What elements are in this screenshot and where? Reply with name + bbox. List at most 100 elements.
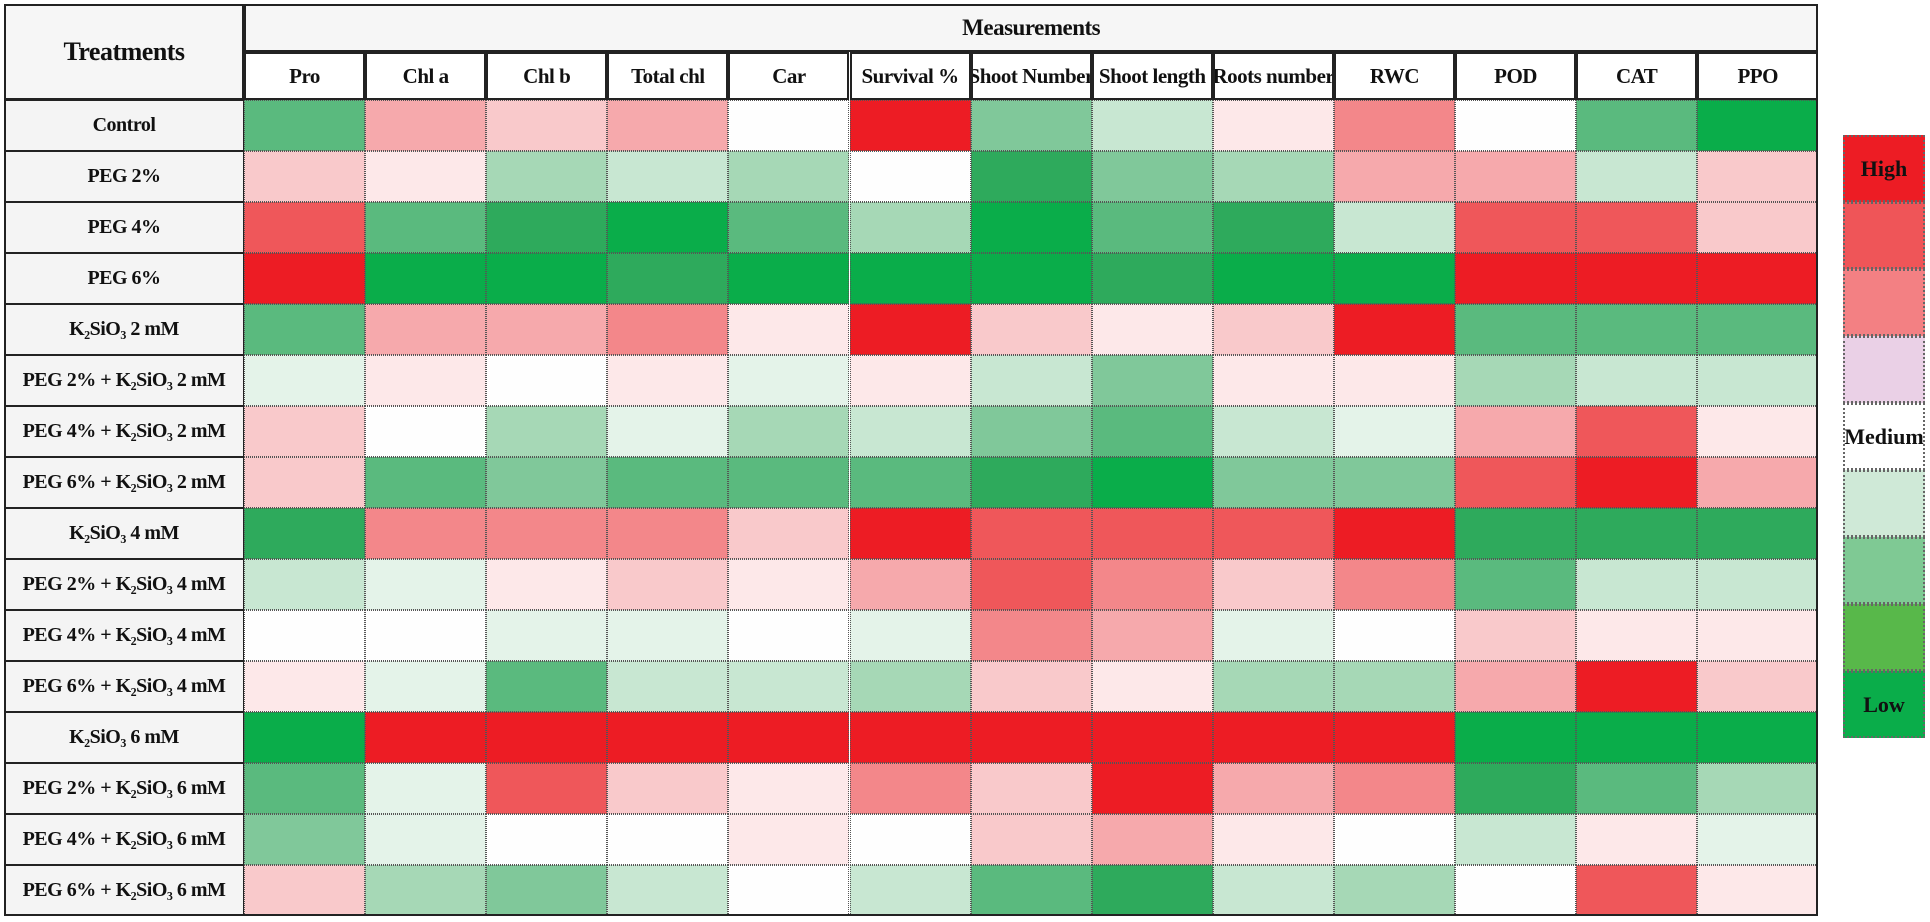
heatmap-cell bbox=[244, 100, 366, 151]
heatmap-cell bbox=[1333, 814, 1455, 865]
heatmap-cell bbox=[728, 610, 850, 661]
heatmap-cell bbox=[1212, 457, 1334, 508]
heatmap-cell bbox=[1697, 151, 1819, 202]
heatmap-cell bbox=[607, 355, 729, 406]
heatmap-cell bbox=[486, 253, 608, 304]
heatmap-cell bbox=[1697, 508, 1819, 559]
heatmap-cell bbox=[970, 202, 1092, 253]
heatmap-cell bbox=[970, 661, 1092, 712]
heatmap-cell bbox=[1212, 355, 1334, 406]
heatmap-cell bbox=[607, 763, 729, 814]
heatmap-cell bbox=[607, 100, 729, 151]
heatmap-cell bbox=[970, 559, 1092, 610]
heatmap-cell bbox=[607, 151, 729, 202]
heatmap-cell bbox=[1212, 712, 1334, 763]
heatmap-cell bbox=[1455, 202, 1577, 253]
group-header: Measurements bbox=[244, 4, 1819, 52]
heatmap-cell bbox=[728, 202, 850, 253]
heatmap-cell bbox=[1212, 304, 1334, 355]
heatmap-cell bbox=[244, 151, 366, 202]
heatmap-cell bbox=[1333, 457, 1455, 508]
heatmap-cell bbox=[1091, 355, 1213, 406]
heatmap-cell bbox=[486, 865, 608, 916]
heatmap-cell bbox=[728, 712, 850, 763]
heatmap-cell bbox=[1091, 865, 1213, 916]
heatmap-cell bbox=[1333, 763, 1455, 814]
heatmap-cell bbox=[1212, 406, 1334, 457]
heatmap-cell bbox=[728, 151, 850, 202]
heatmap-cell bbox=[1455, 304, 1577, 355]
heatmap-cell bbox=[849, 253, 971, 304]
column-header: Car bbox=[728, 52, 850, 100]
heatmap-cell bbox=[1697, 355, 1819, 406]
heatmap-cell bbox=[849, 355, 971, 406]
heatmap-cell bbox=[365, 610, 487, 661]
heatmap-cell bbox=[244, 712, 366, 763]
heatmap-cell bbox=[486, 814, 608, 865]
heatmap-cell bbox=[1455, 508, 1577, 559]
column-header: RWC bbox=[1333, 52, 1455, 100]
heatmap-cell bbox=[365, 406, 487, 457]
heatmap-cell bbox=[1455, 661, 1577, 712]
heatmap-cell bbox=[1333, 508, 1455, 559]
heatmap-cell bbox=[607, 508, 729, 559]
heatmap-cell bbox=[244, 814, 366, 865]
heatmap-cell bbox=[244, 202, 366, 253]
heatmap-cell bbox=[365, 253, 487, 304]
heatmap-cell bbox=[486, 763, 608, 814]
row-label: K₂SiO₃ 4 mM bbox=[4, 508, 244, 559]
heatmap-cell bbox=[486, 151, 608, 202]
heatmap-cell bbox=[1455, 457, 1577, 508]
heatmap-cell bbox=[486, 406, 608, 457]
heatmap-cell bbox=[365, 100, 487, 151]
heatmap-cell bbox=[1697, 100, 1819, 151]
heatmap-cell bbox=[1455, 253, 1577, 304]
heatmap-cell bbox=[607, 202, 729, 253]
heatmap-cell bbox=[728, 559, 850, 610]
heatmap-cell bbox=[486, 457, 608, 508]
heatmap-cell bbox=[1333, 151, 1455, 202]
heatmap-cell bbox=[1455, 814, 1577, 865]
heatmap-cell bbox=[849, 865, 971, 916]
heatmap-cell bbox=[970, 610, 1092, 661]
heatmap-cell bbox=[1091, 253, 1213, 304]
heatmap-cell bbox=[1091, 712, 1213, 763]
heatmap-cell bbox=[1212, 508, 1334, 559]
row-label: PEG 6% + K₂SiO₃ 4 mM bbox=[4, 661, 244, 712]
heatmap-cell bbox=[1697, 253, 1819, 304]
heatmap-cell bbox=[244, 355, 366, 406]
column-header: Shoot length bbox=[1091, 52, 1213, 100]
heatmap-cell bbox=[970, 355, 1092, 406]
table-border bbox=[4, 4, 1819, 916]
heatmap-cell bbox=[970, 508, 1092, 559]
heatmap-cell bbox=[970, 457, 1092, 508]
heatmap-cell bbox=[486, 100, 608, 151]
heatmap-cell bbox=[1091, 406, 1213, 457]
column-header: Pro bbox=[244, 52, 366, 100]
heatmap-cell bbox=[365, 355, 487, 406]
heatmap-cell bbox=[849, 508, 971, 559]
heatmap-cell bbox=[1091, 202, 1213, 253]
heatmap-cell bbox=[728, 508, 850, 559]
heatmap-cell bbox=[728, 355, 850, 406]
heatmap-cell bbox=[849, 712, 971, 763]
heatmap-cell bbox=[365, 304, 487, 355]
column-header: Roots number bbox=[1212, 52, 1334, 100]
legend-swatch bbox=[1843, 202, 1925, 269]
heatmap-cell bbox=[1091, 814, 1213, 865]
heatmap-cell bbox=[244, 763, 366, 814]
heatmap-cell bbox=[486, 559, 608, 610]
heatmap-cell bbox=[849, 151, 971, 202]
heatmap-cell bbox=[1455, 763, 1577, 814]
column-header: Chl b bbox=[486, 52, 608, 100]
heatmap-cell bbox=[849, 202, 971, 253]
heatmap-cell bbox=[1455, 406, 1577, 457]
heatmap-cell bbox=[1333, 610, 1455, 661]
heatmap-cell bbox=[486, 610, 608, 661]
heatmap-cell bbox=[849, 661, 971, 712]
heatmap-cell bbox=[1212, 610, 1334, 661]
column-header: Shoot Number bbox=[970, 52, 1092, 100]
heatmap-cell bbox=[849, 559, 971, 610]
heatmap-cell bbox=[849, 406, 971, 457]
